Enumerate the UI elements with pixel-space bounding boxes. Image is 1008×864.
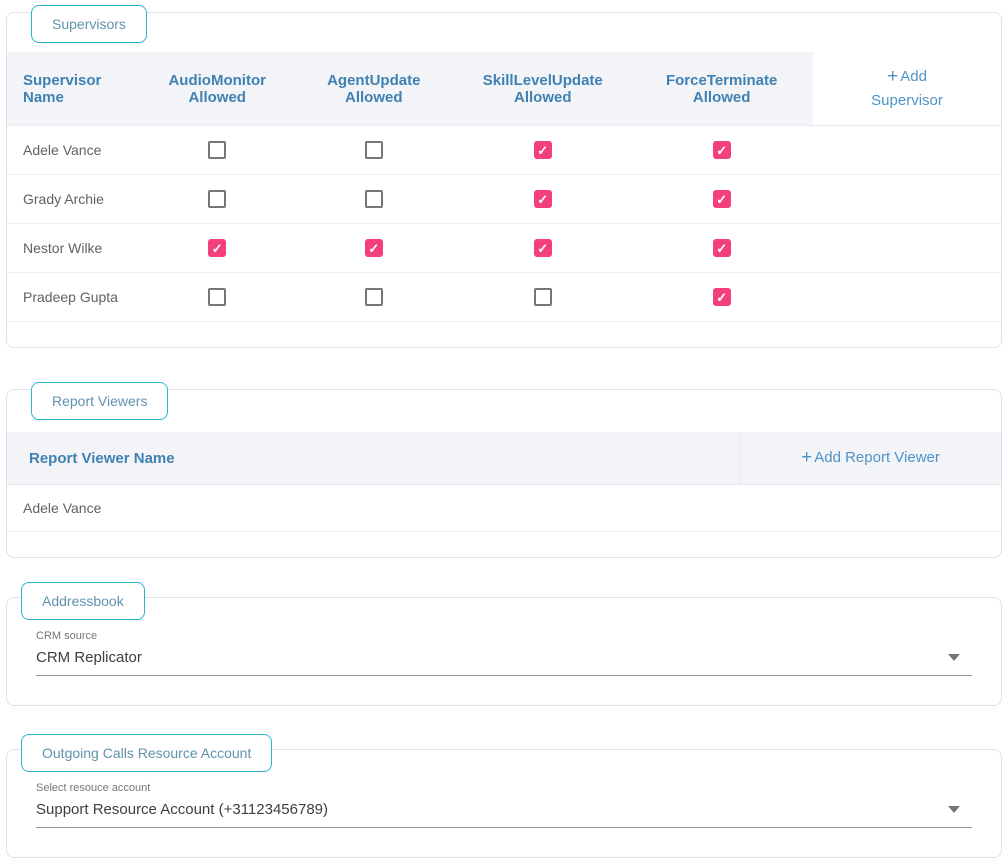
report-viewers-card: Report Viewers Report Viewer Name + Add R… [6,382,1002,558]
checkbox-cell [630,224,814,273]
dropdown-arrow-icon [948,806,960,813]
checkbox-audiomonitor-allowed[interactable] [208,190,227,208]
resource-account-value: Support Resource Account (+31123456789) [36,801,329,818]
checkbox-forceterminate-allowed[interactable] [712,190,731,208]
supervisor-name: Pradeep Gupta [7,273,143,322]
supervisors-tab[interactable]: Supervisors [31,5,147,43]
plus-icon: + [801,447,813,468]
checkbox-agentupdate-allowed[interactable] [364,239,383,257]
supervisors-table: Supervisor Name AudioMonitor Allowed Age… [7,52,1001,322]
column-header-skilllevelupdate-allowed: SkillLevelUpdate Allowed [455,52,631,126]
addressbook-tab-label: Addressbook [42,593,124,609]
checkbox-cell [142,175,293,224]
checkbox-skilllevelupdate-allowed[interactable] [533,239,552,257]
supervisors-card: Supervisors Supervisor Name AudioMonitor… [6,5,1002,348]
checkbox-cell [142,224,293,273]
add-supervisor-label: Add Supervisor [871,67,943,109]
plus-icon: + [887,65,899,87]
crm-source-value: CRM Replicator [36,649,142,666]
row-spacer-cell [813,175,1001,224]
crm-source-select[interactable]: CRM Replicator [36,649,972,676]
checkbox-cell [455,126,631,175]
checkbox-agentupdate-allowed[interactable] [364,141,383,159]
column-header-audiomonitor-allowed: AudioMonitor Allowed [142,52,293,126]
addressbook-tab[interactable]: Addressbook [21,582,145,620]
checkbox-forceterminate-allowed[interactable] [712,288,731,306]
dropdown-arrow-icon [948,654,960,661]
row-spacer-cell [813,273,1001,322]
checkbox-cell [630,175,814,224]
resource-account-field: Select resouce account Support Resource … [36,782,972,828]
outgoing-calls-card: Outgoing Calls Resource Account Select r… [6,734,1002,858]
supervisors-tab-label: Supervisors [52,16,126,32]
crm-source-label: CRM source [36,630,98,642]
checkbox-forceterminate-allowed[interactable] [712,141,731,159]
checkbox-audiomonitor-allowed[interactable] [208,239,227,257]
checkbox-forceterminate-allowed[interactable] [712,239,731,257]
checkbox-cell [455,224,631,273]
outgoing-calls-tab[interactable]: Outgoing Calls Resource Account [21,734,273,772]
checkbox-cell [292,175,456,224]
addressbook-card: Addressbook CRM source CRM Replicator [6,582,1002,706]
checkbox-skilllevelupdate-allowed[interactable] [533,141,552,159]
checkbox-agentupdate-allowed[interactable] [364,190,383,208]
checkbox-audiomonitor-allowed[interactable] [208,288,227,306]
add-report-viewer-button[interactable]: + Add Report Viewer [801,446,940,470]
outgoing-calls-tab-label: Outgoing Calls Resource Account [42,745,252,761]
checkbox-skilllevelupdate-allowed[interactable] [533,190,552,208]
checkbox-cell [630,273,814,322]
column-header-supervisor-name: Supervisor Name [7,52,143,126]
checkbox-cell [630,126,814,175]
supervisor-name: Nestor Wilke [7,224,143,273]
report-viewers-rows: Adele Vance [7,485,1001,532]
supervisor-name: Grady Archie [7,175,143,224]
resource-account-label: Select resouce account [36,782,151,794]
checkbox-cell [292,224,456,273]
add-supervisor-cell: + Add Supervisor [813,52,1001,126]
checkbox-cell [142,273,293,322]
contact-center-settings-page: Supervisors Supervisor Name AudioMonitor… [0,5,1008,864]
checkbox-cell [455,175,631,224]
checkbox-cell [292,273,456,322]
report-viewers-tab[interactable]: Report Viewers [31,382,169,420]
resource-account-select[interactable]: Support Resource Account (+31123456789) [36,801,972,828]
crm-source-field: CRM source CRM Replicator [36,630,972,676]
supervisor-name: Adele Vance [7,126,143,175]
checkbox-cell [142,126,293,175]
report-viewers-tab-label: Report Viewers [52,393,148,409]
add-report-viewer-cell: + Add Report Viewer [739,432,1001,484]
add-supervisor-button[interactable]: + Add Supervisor [857,65,957,113]
column-header-report-viewer-name: Report Viewer Name [29,449,175,467]
checkbox-audiomonitor-allowed[interactable] [208,141,227,159]
column-header-forceterminate-allowed: ForceTerminate Allowed [630,52,814,126]
report-viewer-row: Adele Vance [7,485,1001,532]
checkbox-cell [455,273,631,322]
row-spacer-cell [813,126,1001,175]
checkbox-agentupdate-allowed[interactable] [364,288,383,306]
report-viewers-header-row: Report Viewer Name + Add Report Viewer [7,432,1001,485]
column-header-agentupdate-allowed: AgentUpdate Allowed [292,52,456,126]
add-report-viewer-label: Add Report Viewer [814,449,940,466]
checkbox-skilllevelupdate-allowed[interactable] [533,288,552,306]
checkbox-cell [292,126,456,175]
row-spacer-cell [813,224,1001,273]
